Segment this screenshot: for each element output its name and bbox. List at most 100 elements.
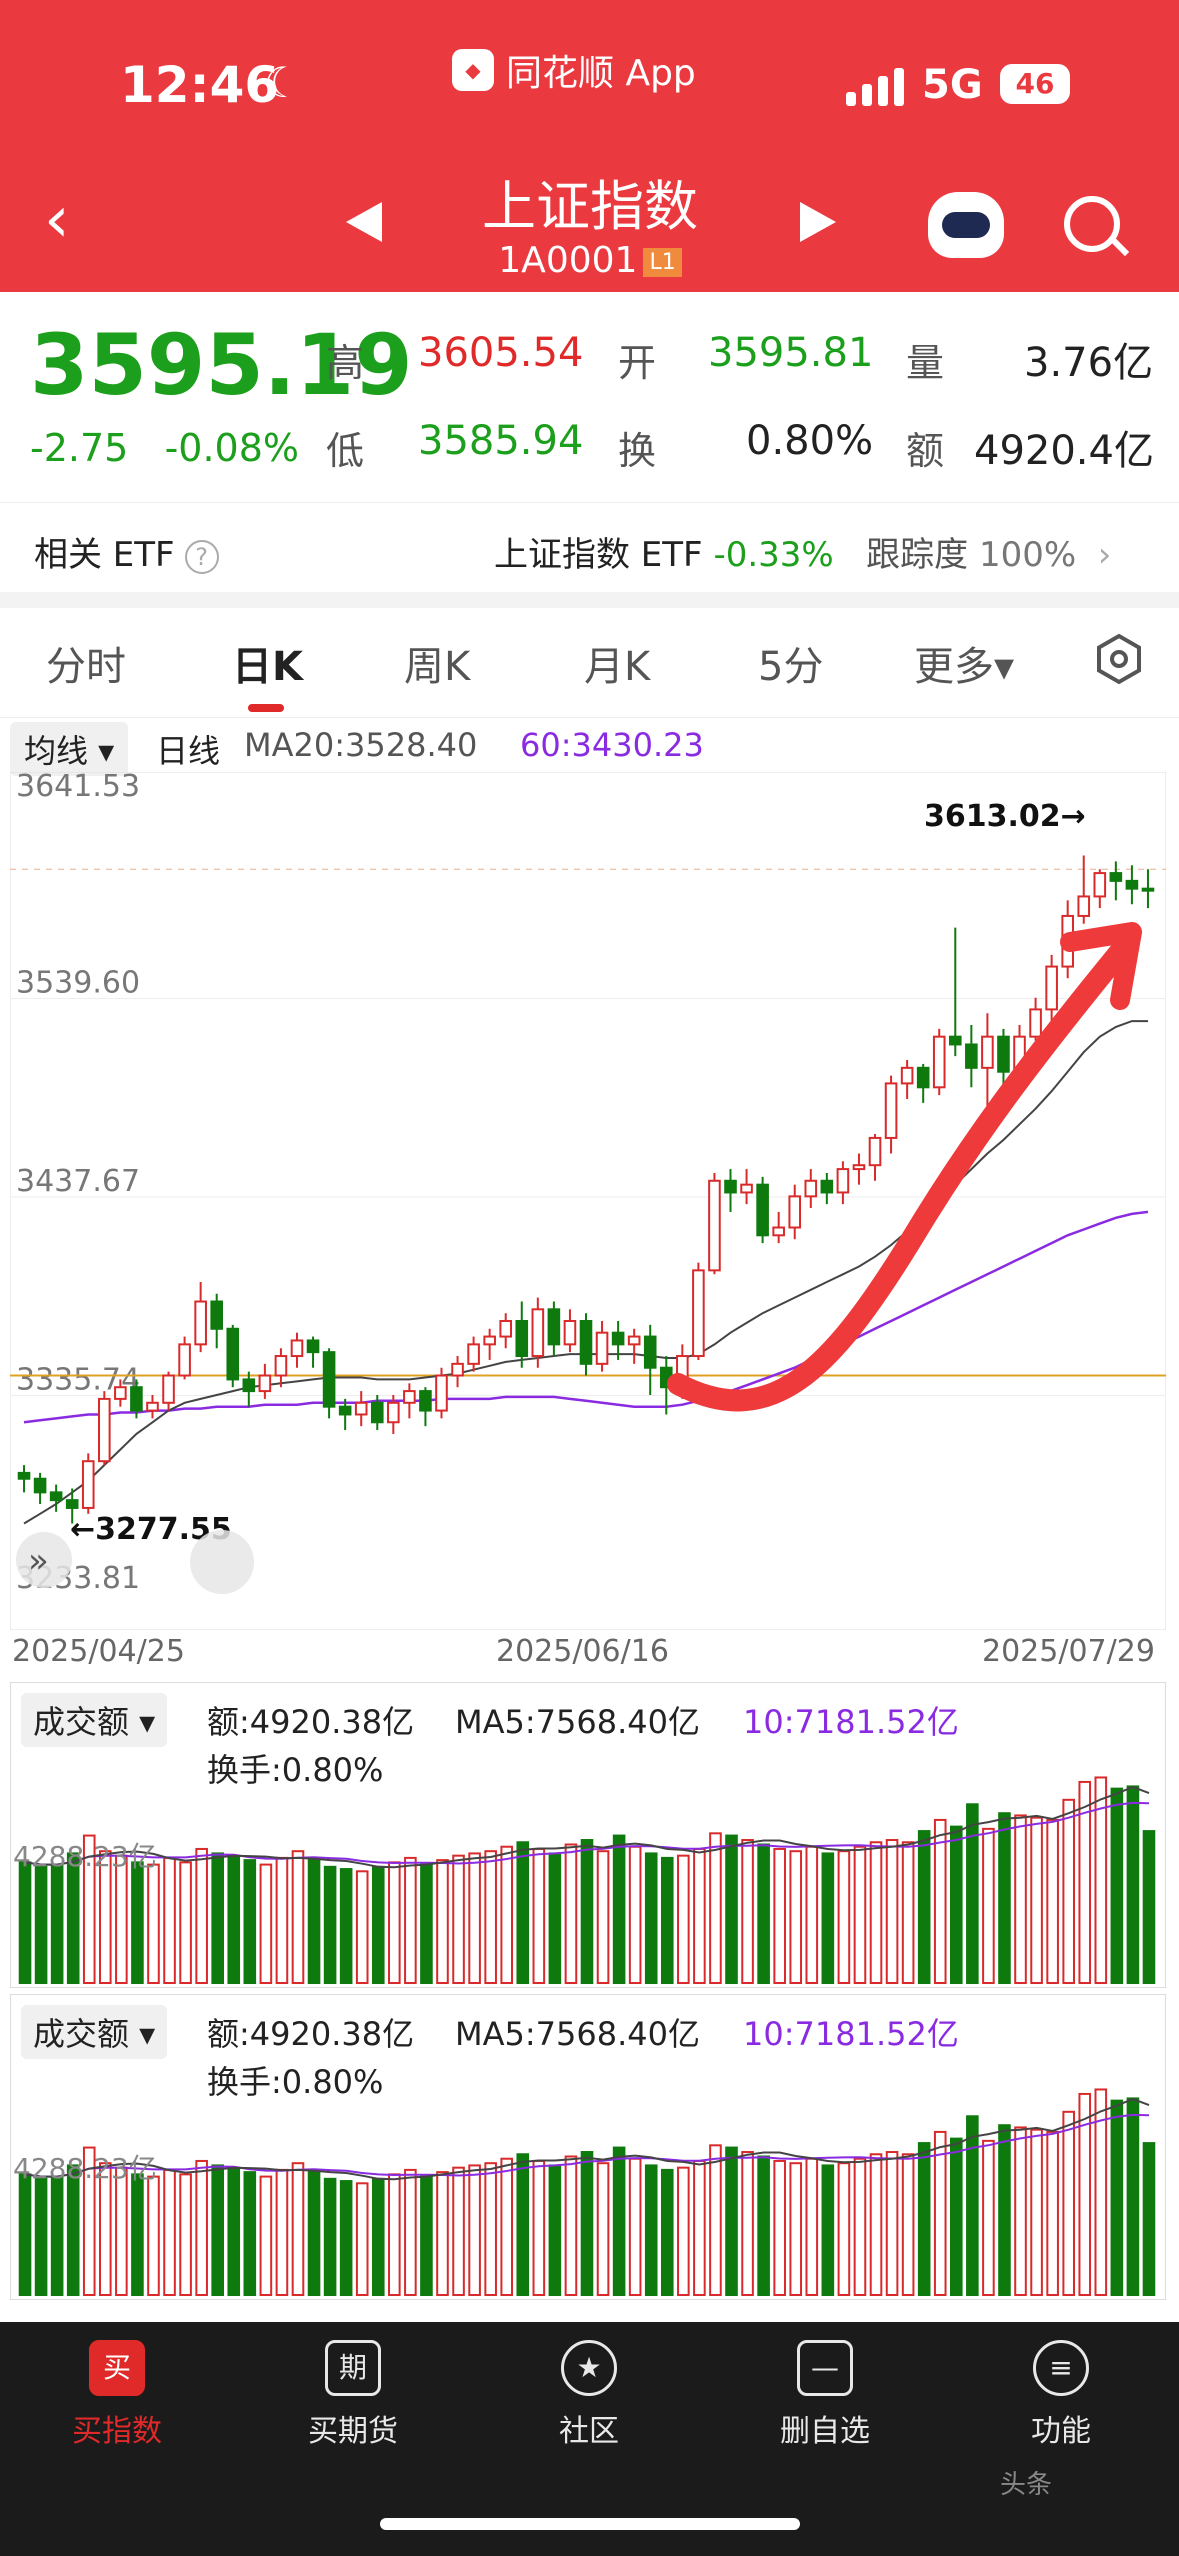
tab-more[interactable]: 更多▾ bbox=[914, 644, 1015, 690]
volume-bar bbox=[500, 2157, 514, 2296]
volume-bar bbox=[339, 1868, 353, 1984]
volume-bar bbox=[1062, 1798, 1075, 1984]
volume-bar bbox=[693, 1847, 706, 1984]
candle-body bbox=[17, 1471, 31, 1480]
volume-bar bbox=[66, 1852, 80, 1984]
volume-bar bbox=[307, 1859, 321, 1984]
futures-icon: 期 bbox=[325, 2340, 381, 2396]
volume-bar bbox=[1078, 1780, 1092, 1984]
prev-index-button[interactable] bbox=[346, 202, 382, 242]
candlestick-chart[interactable]: 3641.533539.603437.673335.743233.813613.… bbox=[10, 772, 1166, 1630]
volume-bar bbox=[355, 1870, 369, 1984]
volume-bar bbox=[484, 2162, 497, 2296]
candle-body bbox=[708, 1179, 721, 1272]
volume-bar bbox=[966, 1803, 979, 1984]
volume-bar bbox=[837, 1850, 851, 1984]
robot-assistant-icon[interactable] bbox=[928, 192, 1004, 258]
volume-bar bbox=[885, 2151, 899, 2296]
volume-bar bbox=[243, 2171, 257, 2296]
active-tab-indicator bbox=[248, 704, 284, 712]
home-indicator[interactable] bbox=[380, 2518, 800, 2530]
volume-bar bbox=[725, 1834, 738, 1984]
volume-bar bbox=[741, 1839, 754, 1984]
tab-monthly-k[interactable]: 月K bbox=[584, 644, 651, 690]
volume-select-dropdown[interactable]: 成交额 ▾ bbox=[21, 2005, 168, 2059]
volume-bar bbox=[564, 2155, 578, 2296]
volume-bar bbox=[612, 2146, 626, 2296]
volume-bar bbox=[596, 2162, 610, 2296]
next-index-button[interactable] bbox=[800, 202, 836, 242]
nav-community[interactable]: ★ 社区 bbox=[504, 2340, 674, 2450]
volume-bar bbox=[323, 1865, 337, 1984]
volume-label: 量 bbox=[906, 341, 945, 385]
candle-body bbox=[916, 1066, 930, 1089]
volume-bar bbox=[179, 1861, 192, 1985]
candle-body bbox=[403, 1390, 416, 1404]
candle-body bbox=[515, 1319, 529, 1358]
tab-weekly-k[interactable]: 周K bbox=[404, 644, 471, 690]
candle-body bbox=[483, 1335, 496, 1346]
date-label-end: 2025/07/29 bbox=[982, 1634, 1155, 1669]
volume-bar bbox=[837, 2162, 851, 2296]
candle-body bbox=[290, 1339, 304, 1358]
back-button[interactable]: ‹ bbox=[44, 183, 70, 257]
battery-icon: 46 bbox=[1000, 64, 1070, 104]
red-arrow-annotation bbox=[667, 941, 1131, 1412]
settings-hexagon-icon[interactable] bbox=[1092, 632, 1146, 686]
volume-bar bbox=[163, 2168, 176, 2296]
volume-bar bbox=[50, 2175, 64, 2297]
volume-bar bbox=[388, 1861, 401, 1985]
high-value: 3605.54 bbox=[418, 330, 584, 376]
volume-select-dropdown[interactable]: 成交额 ▾ bbox=[21, 1693, 168, 1747]
volume-ma10-line bbox=[24, 1801, 1150, 1866]
volume-bar bbox=[195, 2159, 208, 2296]
nav-remove-watchlist[interactable]: — 删自选 bbox=[740, 2340, 910, 2450]
tab-intraday[interactable]: 分时 bbox=[46, 644, 126, 690]
volume-bar bbox=[18, 2173, 32, 2297]
bottom-navigation: 买 买指数 期 买期货 ★ 社区 — 删自选 ≡ 功能 bbox=[0, 2322, 1179, 2556]
ma-period: 日线 bbox=[156, 732, 221, 770]
volume-bar bbox=[966, 2115, 979, 2296]
nav-buy-futures[interactable]: 期 买期货 bbox=[268, 2340, 438, 2450]
nav-functions[interactable]: ≡ 功能 bbox=[976, 2340, 1146, 2450]
volume-axis-label: 4288.23亿 bbox=[13, 2152, 157, 2185]
candle-body bbox=[868, 1136, 882, 1167]
volume-bar bbox=[1126, 1785, 1140, 1985]
volume-bar bbox=[516, 2153, 530, 2296]
candle-body bbox=[387, 1401, 400, 1424]
volume-bar bbox=[1142, 1830, 1156, 1984]
nav-buy-index[interactable]: 买 买指数 bbox=[32, 2340, 202, 2450]
volume-bar bbox=[1014, 1814, 1027, 1984]
volume-bar bbox=[677, 2166, 690, 2296]
high-label: 高 bbox=[326, 341, 365, 385]
candle-body bbox=[611, 1331, 625, 1346]
volume-bar bbox=[179, 2173, 192, 2297]
candle-body bbox=[740, 1183, 753, 1194]
candle-body bbox=[531, 1308, 545, 1358]
volume-bar bbox=[500, 1845, 514, 1984]
candle-body bbox=[33, 1477, 47, 1494]
candle-body bbox=[900, 1066, 914, 1085]
volume-bar bbox=[1142, 2142, 1156, 2296]
candle-body bbox=[884, 1082, 898, 1139]
volume-bar bbox=[982, 2139, 995, 2296]
track-label: 跟踪度 bbox=[866, 535, 969, 575]
related-etf-row[interactable]: 相关 ETF? 上证指数 ETF -0.33% 跟踪度 100% › bbox=[0, 502, 1179, 592]
nav-label: 功能 bbox=[1031, 2414, 1091, 2449]
search-icon[interactable] bbox=[1064, 196, 1120, 252]
candle-body bbox=[258, 1374, 272, 1393]
tab-daily-k[interactable]: 日K bbox=[232, 644, 303, 690]
tab-5min[interactable]: 5分 bbox=[758, 644, 824, 690]
volume-bar bbox=[18, 1861, 32, 1985]
help-icon[interactable]: ? bbox=[184, 539, 219, 574]
volume-bar bbox=[1030, 1816, 1043, 1984]
double-chevron-icon: » bbox=[28, 1541, 49, 1581]
volume-bar bbox=[275, 2168, 289, 2296]
open-label: 开 bbox=[618, 341, 657, 385]
volume-bar bbox=[789, 1850, 803, 1984]
volume-turnover: 换手:0.80% bbox=[207, 1751, 384, 1789]
volume-bar bbox=[468, 2164, 481, 2296]
ma-select-dropdown[interactable]: 均线 ▾ bbox=[10, 722, 129, 776]
volume-bar bbox=[1014, 2126, 1027, 2296]
candle-body bbox=[49, 1491, 63, 1502]
